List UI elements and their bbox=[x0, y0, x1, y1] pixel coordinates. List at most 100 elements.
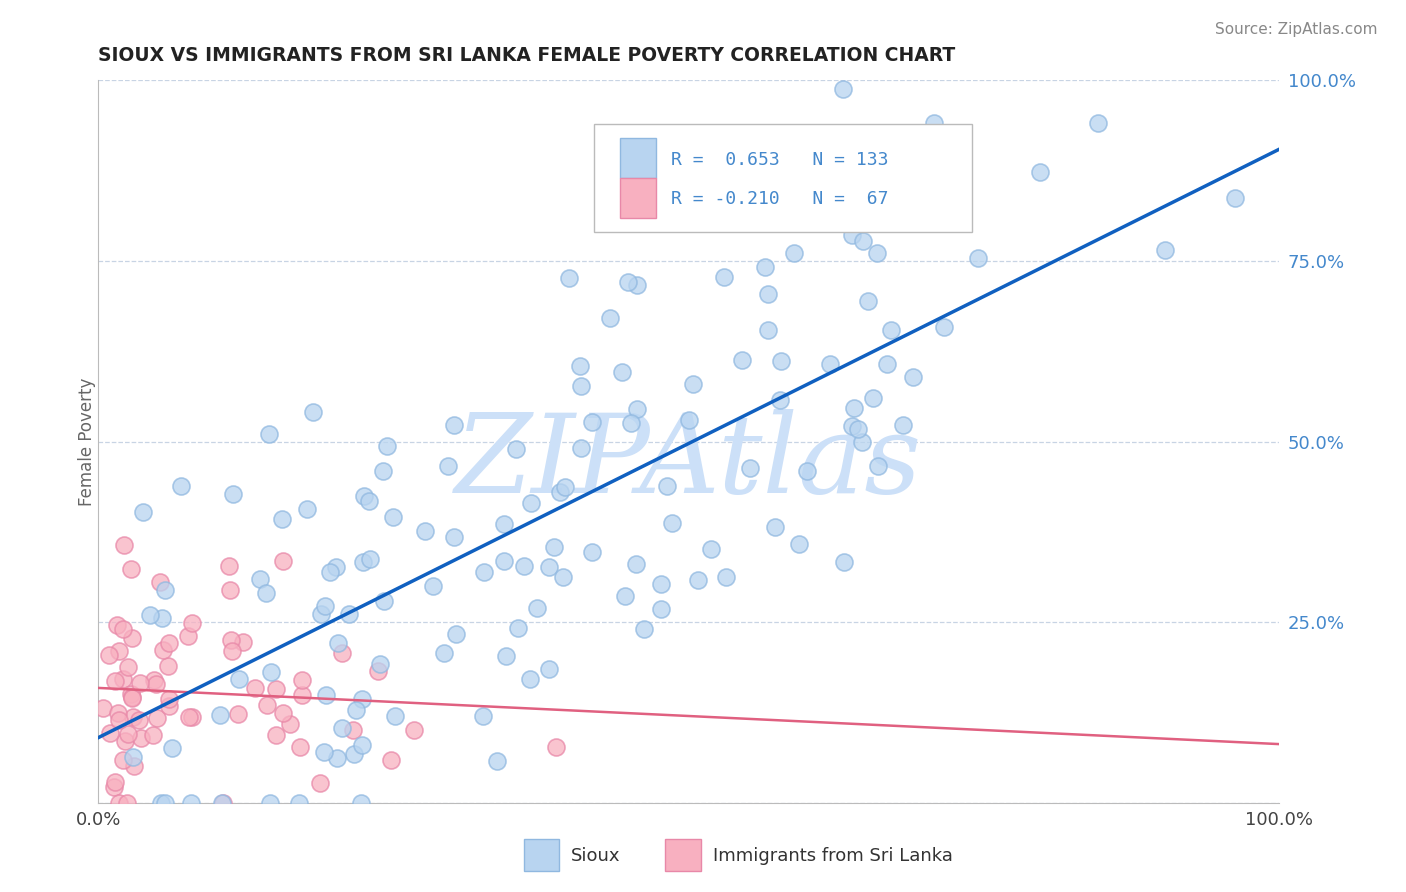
Point bbox=[111, 622, 134, 636]
Point bbox=[105, 618, 128, 632]
Point bbox=[232, 635, 254, 649]
Point bbox=[495, 649, 517, 664]
Point bbox=[160, 740, 183, 755]
Point bbox=[254, 586, 277, 600]
Point bbox=[1029, 165, 1052, 179]
Point bbox=[357, 494, 380, 508]
Point bbox=[120, 562, 142, 576]
Point bbox=[288, 796, 311, 810]
Point bbox=[650, 602, 672, 616]
Point bbox=[314, 599, 336, 614]
Point bbox=[932, 320, 955, 334]
Point bbox=[782, 246, 804, 260]
Y-axis label: Female Poverty: Female Poverty bbox=[79, 377, 96, 506]
Point bbox=[512, 558, 534, 573]
Point bbox=[678, 413, 700, 427]
Point bbox=[862, 391, 884, 405]
Point bbox=[569, 378, 592, 392]
Point bbox=[851, 434, 873, 449]
FancyBboxPatch shape bbox=[665, 838, 700, 871]
Point bbox=[271, 512, 294, 526]
Point bbox=[177, 628, 200, 642]
Point bbox=[731, 353, 754, 368]
Point bbox=[153, 582, 176, 597]
Point bbox=[350, 796, 373, 810]
Point bbox=[413, 524, 436, 538]
Text: Sioux: Sioux bbox=[571, 847, 620, 864]
Point bbox=[142, 728, 165, 742]
Point bbox=[112, 753, 135, 767]
Point bbox=[124, 759, 146, 773]
Point bbox=[443, 417, 465, 432]
Point bbox=[288, 740, 311, 755]
Point bbox=[128, 713, 150, 727]
Point bbox=[538, 662, 561, 676]
Point bbox=[700, 542, 723, 557]
Point bbox=[212, 796, 235, 810]
Point bbox=[344, 703, 367, 717]
Point bbox=[107, 706, 129, 721]
Point bbox=[181, 616, 204, 631]
Point bbox=[122, 710, 145, 724]
Point bbox=[218, 583, 240, 598]
Point bbox=[256, 698, 278, 712]
FancyBboxPatch shape bbox=[620, 138, 655, 178]
Point bbox=[143, 673, 166, 687]
Point bbox=[526, 601, 548, 615]
Point bbox=[841, 227, 863, 242]
Point bbox=[436, 458, 458, 473]
Point bbox=[763, 520, 786, 534]
Point bbox=[554, 480, 576, 494]
Point bbox=[472, 709, 495, 723]
Point bbox=[613, 590, 636, 604]
Point bbox=[98, 648, 121, 663]
Point bbox=[519, 672, 541, 686]
Point bbox=[157, 698, 180, 713]
Point bbox=[326, 636, 349, 650]
Point bbox=[297, 502, 319, 516]
Point bbox=[157, 636, 180, 650]
FancyBboxPatch shape bbox=[595, 124, 973, 232]
Point bbox=[112, 538, 135, 552]
Point bbox=[846, 422, 869, 436]
Point bbox=[264, 682, 287, 697]
Point bbox=[218, 558, 240, 573]
Point bbox=[880, 322, 903, 336]
Point bbox=[100, 726, 122, 740]
Point bbox=[548, 484, 571, 499]
Point bbox=[222, 487, 245, 501]
Point bbox=[568, 359, 591, 374]
Point bbox=[104, 774, 127, 789]
Point bbox=[616, 275, 638, 289]
Point bbox=[650, 577, 672, 591]
Text: SIOUX VS IMMIGRANTS FROM SRI LANKA FEMALE POVERTY CORRELATION CHART: SIOUX VS IMMIGRANTS FROM SRI LANKA FEMAL… bbox=[98, 45, 956, 65]
Point bbox=[380, 752, 402, 766]
Point bbox=[820, 357, 842, 371]
Text: Source: ZipAtlas.com: Source: ZipAtlas.com bbox=[1215, 22, 1378, 37]
Point bbox=[180, 796, 202, 810]
Point bbox=[117, 659, 139, 673]
Point bbox=[626, 401, 648, 416]
Point bbox=[152, 642, 174, 657]
Point bbox=[581, 415, 603, 429]
Point bbox=[832, 555, 855, 569]
Point bbox=[259, 796, 281, 810]
Point bbox=[312, 745, 335, 759]
Point bbox=[352, 555, 374, 569]
Point bbox=[132, 505, 155, 519]
Point bbox=[129, 675, 152, 690]
Point bbox=[271, 554, 294, 568]
Point bbox=[472, 566, 495, 580]
Point bbox=[368, 657, 391, 671]
Point bbox=[257, 426, 280, 441]
Text: Immigrants from Sri Lanka: Immigrants from Sri Lanka bbox=[713, 847, 952, 864]
Point bbox=[146, 711, 169, 725]
Point bbox=[538, 559, 561, 574]
Point bbox=[655, 479, 678, 493]
Point bbox=[209, 707, 232, 722]
Point bbox=[264, 728, 287, 742]
Point bbox=[249, 572, 271, 586]
Point bbox=[350, 739, 373, 753]
Point bbox=[610, 365, 633, 379]
Point bbox=[844, 401, 866, 415]
